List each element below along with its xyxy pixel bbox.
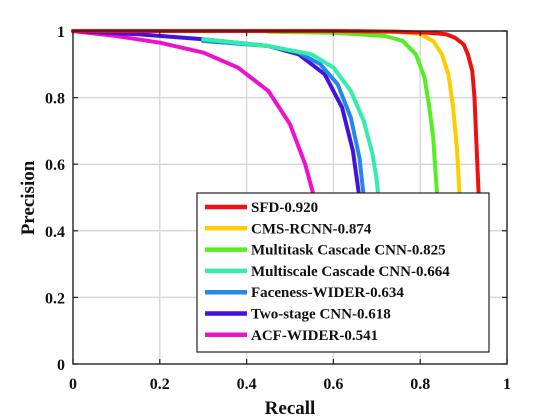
legend-label: Multitask Cascade CNN-0.825 (251, 243, 446, 259)
series-line-5 (71, 29, 364, 230)
y-axis-title: Precision (18, 160, 39, 235)
legend-label: ACF-WIDER-0.541 (251, 328, 378, 344)
legend-label: Two-stage CNN-0.618 (251, 307, 391, 323)
x-axis-title: Recall (265, 398, 316, 419)
series-lines (71, 29, 483, 230)
y-tick-label: 0.4 (45, 224, 65, 241)
y-axis-ticks: 0 0.2 0.4 0.6 0.8 1 (45, 24, 507, 374)
x-axis-ticks: 0 0.2 0.4 0.6 0.8 1 (69, 31, 511, 393)
legend: SFD-0.920 CMS-RCNN-0.874 Multitask Cascade… (196, 192, 490, 353)
y-tick-label: 0 (57, 357, 65, 374)
y-tick-label: 0.6 (45, 157, 65, 174)
x-tick-label: 1 (503, 376, 511, 393)
legend-items: SFD-0.920 CMS-RCNN-0.874 Multitask Cascade… (205, 200, 450, 344)
series-line-6 (71, 29, 325, 230)
legend-label: SFD-0.920 (251, 200, 318, 216)
y-tick-label: 1 (57, 24, 65, 41)
legend-label: Multiscale Cascade CNN-0.664 (251, 264, 450, 280)
series-line-2 (266, 29, 442, 230)
legend-label: CMS-RCNN-0.874 (251, 221, 372, 237)
y-tick-label: 0.2 (45, 290, 65, 307)
x-tick-label: 0.6 (323, 376, 343, 393)
x-tick-label: 0 (69, 376, 77, 393)
x-tick-label: 0.8 (410, 376, 430, 393)
x-tick-label: 0.2 (150, 376, 170, 393)
plot-area-frame (72, 30, 508, 365)
y-tick-label: 0.8 (45, 91, 65, 108)
legend-label: Faceness-WIDER-0.634 (251, 285, 404, 301)
x-tick-label: 0.4 (237, 376, 257, 393)
